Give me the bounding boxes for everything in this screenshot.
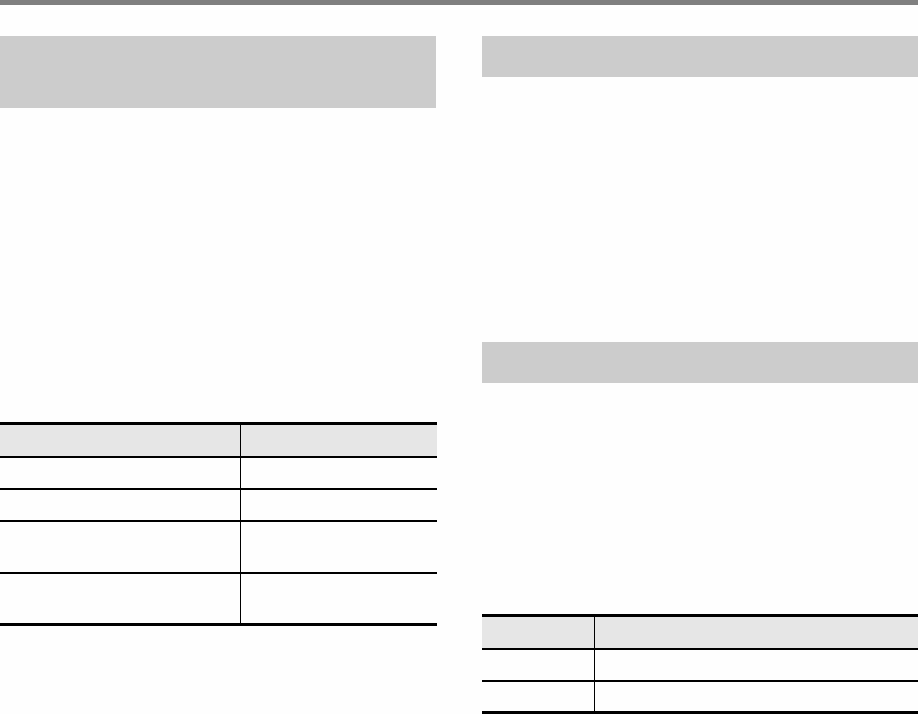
left-section-header	[0, 36, 436, 108]
right-section-header-2	[482, 342, 918, 383]
table-cell	[0, 457, 241, 489]
header-cell	[241, 424, 438, 457]
table-cell	[0, 489, 241, 521]
table-cell	[482, 649, 595, 681]
header-cell	[482, 616, 595, 649]
table-row	[0, 489, 437, 521]
table-cell	[241, 521, 438, 573]
top-bar	[0, 0, 918, 5]
table-cell	[0, 521, 241, 573]
header-cell	[595, 616, 918, 649]
table-row	[0, 573, 437, 625]
table-cell	[595, 649, 918, 681]
table-row	[0, 521, 437, 573]
table-cell	[241, 489, 438, 521]
table-cell	[241, 457, 438, 489]
right-section-header-1	[482, 36, 918, 77]
table-cell	[595, 681, 918, 713]
table-row	[482, 649, 918, 681]
table-cell	[482, 681, 595, 713]
table-row	[482, 681, 918, 713]
right-table	[482, 614, 918, 714]
table-cell	[0, 573, 241, 625]
table-header-row	[482, 616, 918, 649]
table-header-row	[0, 424, 437, 457]
table-cell	[241, 573, 438, 625]
left-table	[0, 422, 437, 626]
header-cell	[0, 424, 241, 457]
table-row	[0, 457, 437, 489]
